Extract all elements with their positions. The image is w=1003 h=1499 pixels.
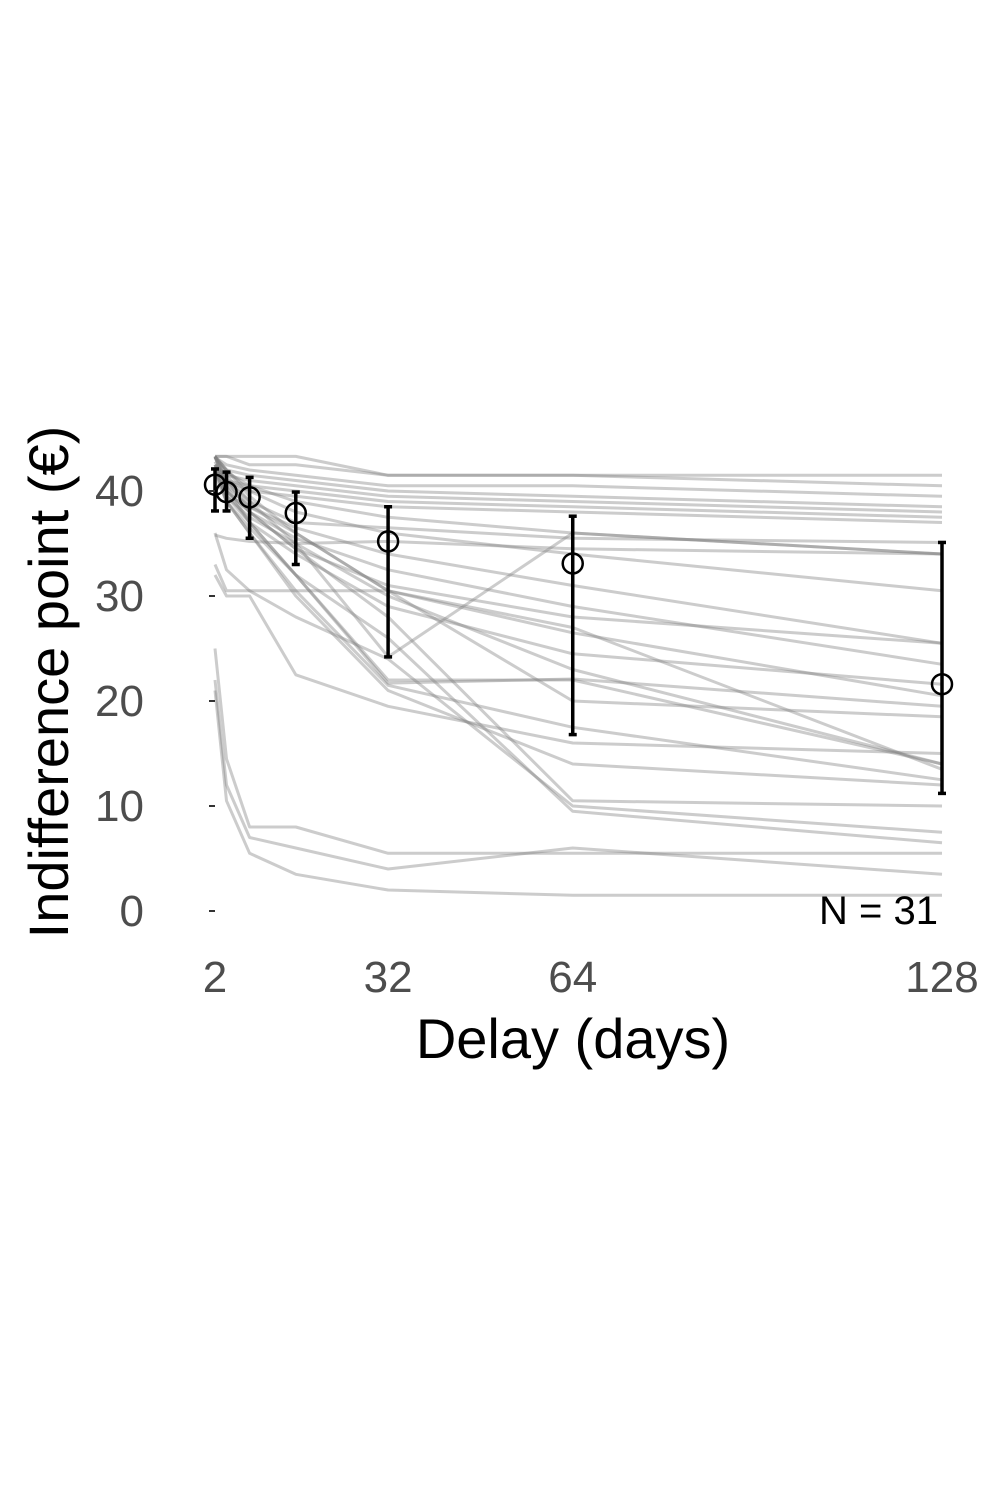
participant-line	[213, 648, 942, 855]
participant-line	[213, 456, 943, 509]
participant-line	[214, 456, 943, 498]
y-tick-label: 40	[95, 467, 144, 516]
y-tick-label: 30	[95, 572, 144, 621]
individual-lines	[213, 454, 943, 897]
y-tick-label: 0	[120, 887, 144, 936]
x-axis-title: Delay (days)	[416, 1007, 730, 1070]
mean-series	[203, 467, 954, 796]
x-tick-label: 128	[905, 953, 978, 1002]
y-tick-label: 20	[95, 677, 144, 726]
mean-point	[215, 480, 238, 504]
x-tick-label: 32	[364, 953, 413, 1002]
participant-line	[213, 690, 942, 897]
mean-point	[376, 530, 400, 553]
mean-point	[561, 552, 584, 575]
x-tick-label: 64	[548, 953, 597, 1002]
participant-line	[215, 454, 943, 488]
participant-line	[213, 574, 943, 755]
participant-line	[215, 454, 942, 477]
sample-size-annotation: N = 31	[819, 889, 938, 933]
participant-line	[213, 532, 943, 834]
x-axis: 2 32 64 128	[203, 953, 979, 1002]
mean-point	[930, 672, 954, 696]
y-tick-label: 10	[95, 782, 144, 831]
participant-line	[213, 679, 943, 876]
mean-point	[238, 486, 261, 509]
y-axis-title: Indifference point (€)	[17, 426, 80, 939]
mean-point	[284, 501, 308, 525]
x-tick-label: 2	[203, 953, 227, 1002]
y-axis: 0 10 20 30 40	[95, 467, 215, 936]
